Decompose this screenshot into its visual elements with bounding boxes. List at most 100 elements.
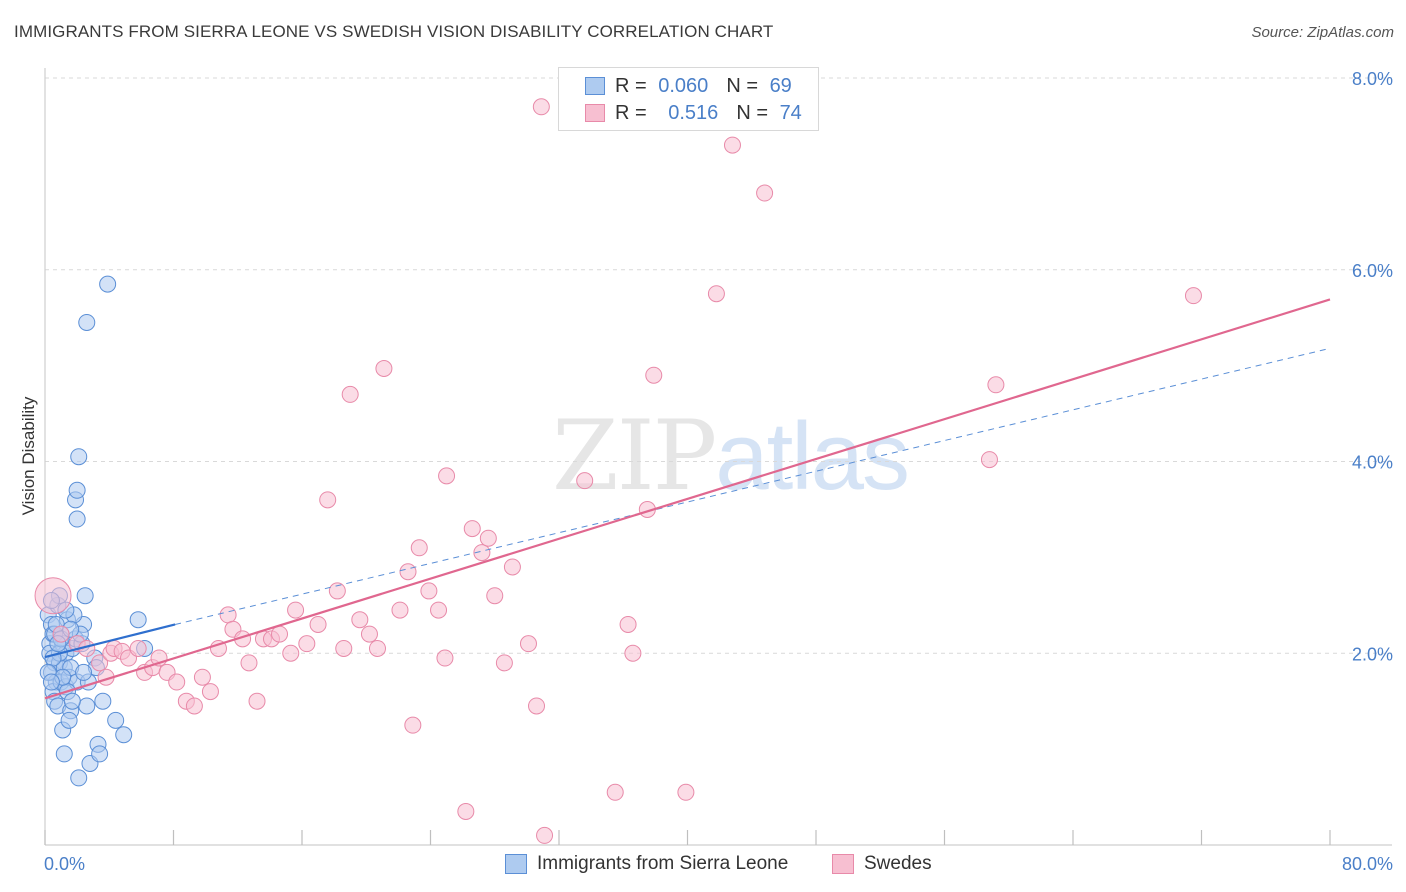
bottom-legend-swatch-blue	[505, 854, 527, 874]
swedes-point	[240, 654, 258, 672]
swedes-point	[519, 635, 537, 653]
y-tick-label: 4.0%	[1352, 453, 1393, 473]
legend-r-label: R =	[615, 101, 647, 124]
legend-r-value: 0.516	[668, 101, 719, 124]
swedes-point	[341, 385, 359, 403]
chart-title: IMMIGRANTS FROM SIERRA LEONE VS SWEDISH …	[14, 22, 774, 41]
sierra-leone-point	[91, 745, 109, 763]
sierra-leone-point	[94, 692, 112, 710]
sierra-leone-point	[70, 769, 88, 787]
swedes-point	[404, 716, 422, 734]
swedes-point	[987, 376, 1005, 394]
series-sierra-leone-points	[39, 275, 154, 787]
swedes-point	[410, 539, 428, 557]
swedes-point	[328, 582, 346, 600]
trend-line-sierra-leone	[44, 623, 176, 659]
swedes-point	[645, 366, 663, 384]
bottom-legend-swatch-pink	[832, 854, 854, 874]
swedes-point	[463, 520, 481, 538]
swedes-point	[129, 639, 147, 657]
swedes-point	[185, 697, 203, 715]
swedes-point	[335, 639, 353, 657]
source-label: Source: ZipAtlas.com	[1251, 24, 1394, 41]
correlation-legend: R = 0.060 N = 69 R = 0.516 N = 74	[558, 67, 819, 131]
swedes-point	[436, 649, 454, 667]
swedes-point	[430, 601, 448, 619]
axes	[44, 68, 1392, 846]
sierra-leone-point	[42, 673, 60, 691]
trend-lines	[44, 298, 1331, 700]
series-swedes-points	[34, 98, 1202, 844]
bottom-legend-label-1: Immigrants from Sierra Leone	[537, 853, 789, 874]
swedes-point	[756, 184, 774, 202]
swedes-point	[576, 472, 594, 490]
swedes-point	[168, 673, 186, 691]
legend-r-label: R =	[615, 74, 647, 97]
sierra-leone-point	[129, 611, 147, 629]
swedes-point	[248, 692, 266, 710]
swedes-point	[351, 611, 369, 629]
sierra-leone-point	[76, 587, 94, 605]
sierra-leone-point	[75, 663, 93, 681]
grid-lines	[45, 77, 1392, 654]
swedes-point	[34, 577, 72, 615]
swedes-point	[391, 601, 409, 619]
y-axis-title: Vision Disability	[19, 396, 38, 515]
watermark: ZIPatlas	[552, 400, 910, 512]
bottom-legend-sierra-leone: Immigrants from Sierra Leone	[505, 851, 788, 877]
swedes-point	[528, 697, 546, 715]
swedes-point	[201, 683, 219, 701]
swedes-point	[1184, 287, 1202, 305]
swedes-point	[479, 529, 497, 547]
y-tick-label: 2.0%	[1352, 644, 1393, 664]
x-tick-label-min: 0.0%	[44, 854, 85, 874]
swedes-point	[980, 451, 998, 469]
swedes-point	[282, 644, 300, 662]
swedes-point	[503, 558, 521, 576]
legend-swatch-blue	[585, 77, 605, 95]
trend-line-swedes	[44, 298, 1331, 700]
swedes-point	[375, 360, 393, 378]
y-tick-label: 8.0%	[1352, 69, 1393, 89]
bottom-legend-label-2: Swedes	[864, 853, 932, 874]
swedes-point	[209, 639, 227, 657]
legend-n-value: 69	[769, 74, 792, 97]
bottom-legend-swedes: Swedes	[832, 851, 932, 877]
sierra-leone-point	[63, 692, 81, 710]
swedes-point	[473, 544, 491, 562]
x-tick-label-max: 80.0%	[1342, 854, 1393, 874]
swedes-point	[368, 639, 386, 657]
sierra-leone-point	[70, 448, 88, 466]
swedes-point	[619, 615, 637, 633]
swedes-point	[309, 615, 327, 633]
swedes-point	[457, 802, 475, 820]
swedes-point	[319, 491, 337, 509]
sierra-leone-point	[44, 649, 62, 667]
swedes-point	[91, 654, 109, 672]
swedes-point	[624, 644, 642, 662]
legend-row-swedes: R = 0.516 N = 74	[585, 100, 802, 126]
legend-r-value: 0.060	[658, 74, 709, 97]
swedes-point	[707, 285, 725, 303]
swedes-point	[606, 783, 624, 801]
axis-labels: 2.0% 4.0% 6.0% 8.0% 0.0% 80.0% Vision Disabili…	[19, 69, 1393, 874]
swedes-point	[360, 625, 378, 643]
legend-n-label: N =	[726, 74, 758, 97]
swedes-point	[271, 625, 289, 643]
swedes-point	[495, 654, 513, 672]
swedes-point	[193, 668, 211, 686]
watermark-atlas: atlas	[715, 403, 910, 510]
swedes-point	[287, 601, 305, 619]
swedes-point	[486, 587, 504, 605]
swedes-point	[219, 606, 237, 624]
swedes-point	[536, 826, 554, 844]
legend-swatch-pink	[585, 104, 605, 122]
legend-row-sierra-leone: R = 0.060 N = 69	[585, 73, 792, 99]
sierra-leone-point	[99, 275, 117, 293]
watermark-zip: ZIP	[552, 400, 717, 512]
y-tick-label: 6.0%	[1352, 261, 1393, 281]
sierra-leone-point	[115, 726, 133, 744]
swedes-point	[52, 625, 70, 643]
sierra-leone-point	[68, 510, 86, 528]
